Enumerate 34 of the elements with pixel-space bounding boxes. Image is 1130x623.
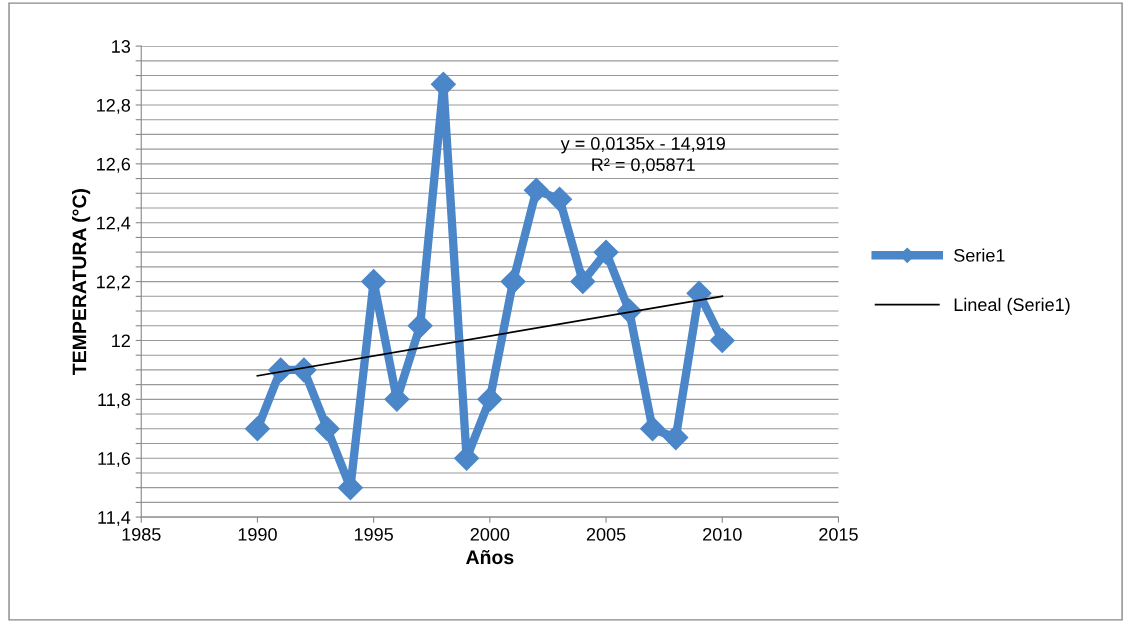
point <box>407 313 433 339</box>
x-axis-title: Años <box>466 549 514 565</box>
point <box>244 416 270 442</box>
x-tick-label: 1985 <box>122 527 161 541</box>
x-tick-label: 1990 <box>238 527 277 541</box>
legend-label: Lineal (Serie1) <box>954 297 1070 315</box>
y-tick-label: 12,6 <box>97 157 131 173</box>
x-tick-label: 2010 <box>703 527 742 541</box>
legend-label: Serie1 <box>954 248 1005 262</box>
y-tick-label: 12 <box>112 334 130 348</box>
y-tick-label: 11,4 <box>98 511 131 526</box>
point <box>523 177 549 203</box>
y-tick-label: 13 <box>112 40 131 53</box>
y-tick-label: 12,4 <box>97 216 131 232</box>
point <box>500 269 526 295</box>
point <box>663 425 689 451</box>
y-tick-label: 12,2 <box>97 275 130 291</box>
point <box>593 239 619 265</box>
x-tick-label: 1995 <box>354 527 393 541</box>
y-tick-label: 11,8 <box>98 393 131 409</box>
point <box>547 186 573 212</box>
y-axis-title: TEMPERATURA (°C) <box>72 189 91 375</box>
point <box>314 416 340 442</box>
x-tick-label: 2000 <box>470 527 510 541</box>
point <box>709 327 735 353</box>
x-tick-label: 2015 <box>819 527 858 541</box>
x-tick-label: 2005 <box>586 527 626 541</box>
y-tick-label: 11,6 <box>98 452 131 468</box>
point <box>570 269 596 295</box>
y-tick-label: 12,8 <box>97 98 131 114</box>
point <box>640 416 666 442</box>
point <box>477 386 503 412</box>
annotation: y = 0,0135x - 14,919 <box>560 137 725 154</box>
annotation: R² = 0,05871 <box>592 158 695 174</box>
